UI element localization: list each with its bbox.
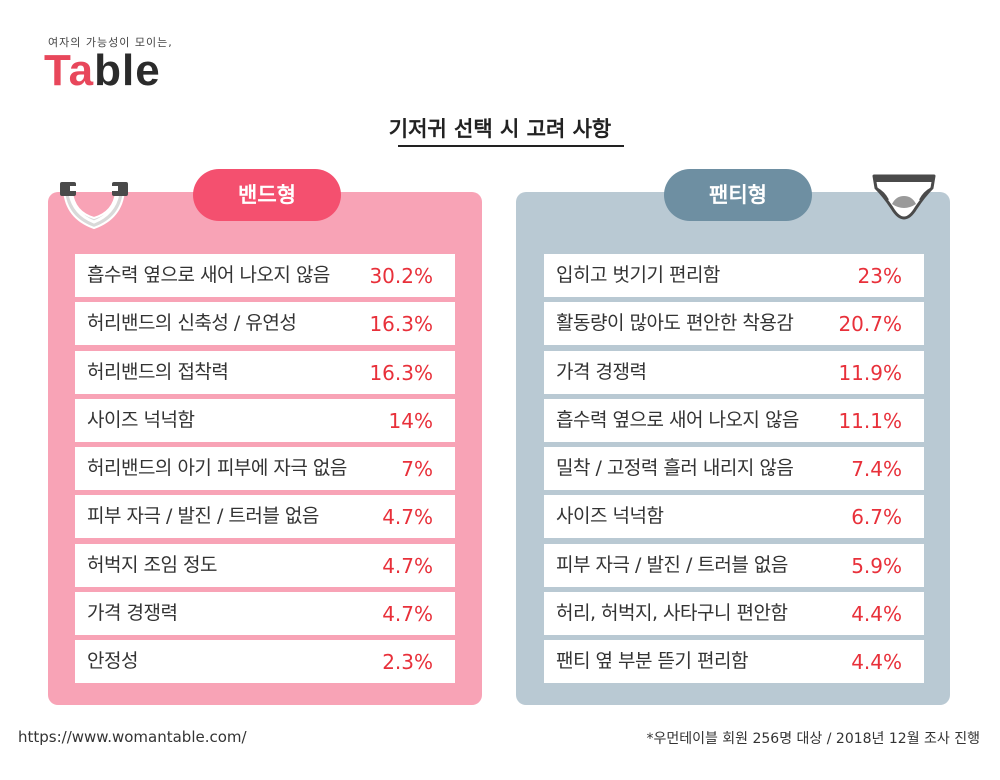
row-label: 사이즈 넉넉함 <box>556 505 664 528</box>
row-value: 7% <box>401 457 433 482</box>
band-row: 사이즈 넉넉함 14% <box>75 398 455 442</box>
band-type-badge: 밴드형 <box>193 169 341 221</box>
logo-name-dark: ble <box>94 46 161 95</box>
row-value: 20.7% <box>838 312 902 337</box>
row-label: 흡수력 옆으로 새어 나오지 않음 <box>556 408 799 431</box>
row-value: 30.2% <box>369 264 433 288</box>
row-value: 2.3% <box>382 650 433 675</box>
logo[interactable]: Table <box>44 46 161 96</box>
row-value: 4.7% <box>382 505 433 530</box>
row-label: 흡수력 옆으로 새어 나오지 않음 <box>87 264 330 286</box>
row-label: 사이즈 넉넉함 <box>87 408 195 431</box>
logo-tagline: 여자의 가능성이 모이는, <box>48 36 173 49</box>
band-row: 흡수력 옆으로 새어 나오지 않음 30.2% <box>75 254 455 297</box>
title-underline <box>398 145 624 147</box>
row-label: 허리밴드의 접착력 <box>87 360 229 383</box>
logo-name-red: Ta <box>44 46 95 95</box>
band-row: 허리밴드의 아기 피부에 자극 없음 7% <box>75 447 455 491</box>
row-value: 16.3% <box>369 360 433 385</box>
footer-url-link[interactable]: https://www.womantable.com/ <box>18 728 247 746</box>
band-row: 허벅지 조임 정도 4.7% <box>75 543 455 587</box>
row-value: 4.4% <box>851 650 902 675</box>
panty-row: 사이즈 넉넉함 6.7% <box>544 495 924 539</box>
row-value: 4.7% <box>382 602 433 627</box>
panty-row: 허리, 허벅지, 사타구니 편안함 4.4% <box>544 592 924 636</box>
panty-row: 입히고 벗기기 편리함 23% <box>544 254 924 297</box>
row-label: 가격 경쟁력 <box>556 360 647 383</box>
row-label: 허리밴드의 아기 피부에 자극 없음 <box>87 457 347 480</box>
row-label: 허리밴드의 신축성 / 유연성 <box>87 312 297 335</box>
row-value: 5.9% <box>851 553 902 578</box>
row-label: 가격 경쟁력 <box>87 602 178 625</box>
row-label: 피부 자극 / 발진 / 트러블 없음 <box>556 553 788 576</box>
panty-type-badge: 팬티형 <box>664 169 812 221</box>
chart-title: 기저귀 선택 시 고려 사항 <box>388 117 612 141</box>
panty-row: 피부 자극 / 발진 / 트러블 없음 5.9% <box>544 543 924 587</box>
row-label: 밀착 / 고정력 흘러 내리지 않음 <box>556 457 794 480</box>
panty-diaper-icon <box>872 174 936 220</box>
row-value: 7.4% <box>851 457 902 482</box>
row-label: 피부 자극 / 발진 / 트러블 없음 <box>87 505 319 528</box>
row-label: 안정성 <box>87 650 138 673</box>
row-label: 입히고 벗기기 편리함 <box>556 264 720 286</box>
row-value: 11.9% <box>838 360 902 385</box>
band-type-rows: 흡수력 옆으로 새어 나오지 않음 30.2% 허리밴드의 신축성 / 유연성 16… <box>75 254 455 689</box>
band-row: 가격 경쟁력 4.7% <box>75 592 455 636</box>
row-value: 4.4% <box>851 602 902 627</box>
row-label: 활동량이 많아도 편안한 착용감 <box>556 312 794 335</box>
row-value: 23% <box>857 264 902 288</box>
row-value: 16.3% <box>369 312 433 337</box>
footer-survey-note: *우먼테이블 회원 256명 대상 / 2018년 12월 조사 진행 <box>646 731 980 747</box>
panty-row: 활동량이 많아도 편안한 착용감 20.7% <box>544 302 924 346</box>
row-label: 허벅지 조임 정도 <box>87 553 217 576</box>
band-row: 안정성 2.3% <box>75 640 455 684</box>
band-row: 피부 자극 / 발진 / 트러블 없음 4.7% <box>75 495 455 539</box>
row-value: 14% <box>388 408 433 433</box>
row-value: 11.1% <box>838 408 902 433</box>
panty-row: 가격 경쟁력 11.9% <box>544 350 924 394</box>
row-label: 팬티 옆 부분 뜯기 편리함 <box>556 650 748 673</box>
panty-row: 밀착 / 고정력 흘러 내리지 않음 7.4% <box>544 447 924 491</box>
row-label: 허리, 허벅지, 사타구니 편안함 <box>556 602 788 625</box>
band-row: 허리밴드의 신축성 / 유연성 16.3% <box>75 302 455 346</box>
panty-type-rows: 입히고 벗기기 편리함 23% 활동량이 많아도 편안한 착용감 20.7% 가격 … <box>544 254 924 689</box>
panty-row: 팬티 옆 부분 뜯기 편리함 4.4% <box>544 640 924 684</box>
row-value: 6.7% <box>851 505 902 530</box>
band-row: 허리밴드의 접착력 16.3% <box>75 350 455 394</box>
panty-row: 흡수력 옆으로 새어 나오지 않음 11.1% <box>544 398 924 442</box>
band-diaper-icon <box>60 182 128 230</box>
row-value: 4.7% <box>382 553 433 578</box>
